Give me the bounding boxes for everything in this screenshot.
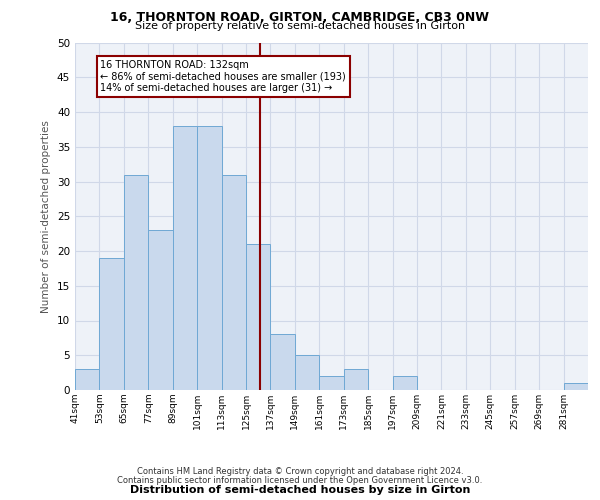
Bar <box>271 334 295 390</box>
Bar <box>392 376 417 390</box>
Text: Contains HM Land Registry data © Crown copyright and database right 2024.: Contains HM Land Registry data © Crown c… <box>137 467 463 476</box>
Text: 16 THORNTON ROAD: 132sqm
← 86% of semi-detached houses are smaller (193)
14% of : 16 THORNTON ROAD: 132sqm ← 86% of semi-d… <box>100 60 346 93</box>
Bar <box>295 355 319 390</box>
Text: Contains public sector information licensed under the Open Government Licence v3: Contains public sector information licen… <box>118 476 482 485</box>
Text: Distribution of semi-detached houses by size in Girton: Distribution of semi-detached houses by … <box>130 485 470 495</box>
Bar <box>246 244 271 390</box>
Y-axis label: Number of semi-detached properties: Number of semi-detached properties <box>41 120 52 312</box>
Bar <box>173 126 197 390</box>
Bar <box>124 174 148 390</box>
Bar <box>319 376 344 390</box>
Text: Size of property relative to semi-detached houses in Girton: Size of property relative to semi-detach… <box>135 21 465 31</box>
Bar <box>148 230 173 390</box>
Bar <box>197 126 221 390</box>
Bar <box>563 383 588 390</box>
Bar <box>75 369 100 390</box>
Bar <box>100 258 124 390</box>
Bar <box>344 369 368 390</box>
Bar <box>221 174 246 390</box>
Text: 16, THORNTON ROAD, GIRTON, CAMBRIDGE, CB3 0NW: 16, THORNTON ROAD, GIRTON, CAMBRIDGE, CB… <box>110 11 490 24</box>
